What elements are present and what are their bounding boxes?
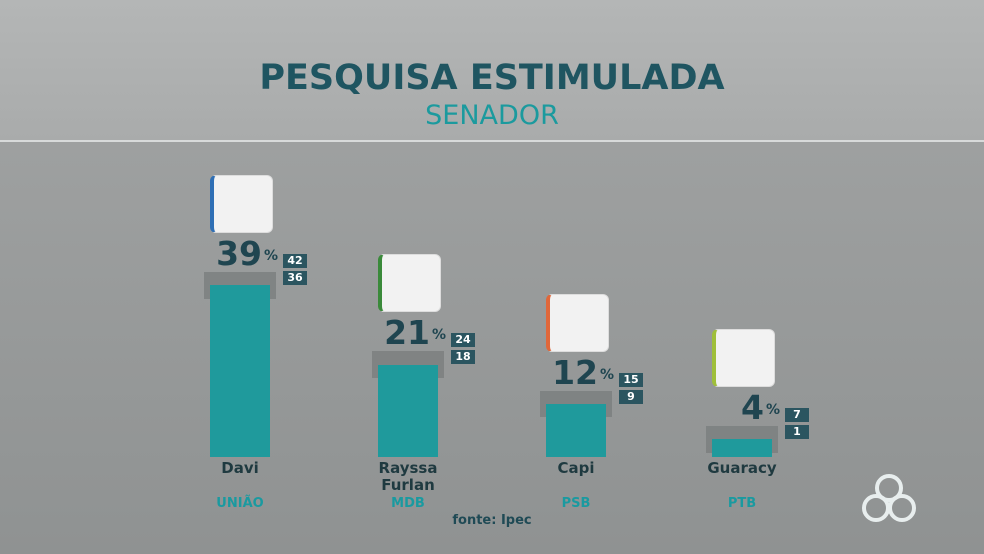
value-label: 21 xyxy=(384,313,430,353)
value-unit: % xyxy=(264,248,279,265)
category-label: Capi xyxy=(557,459,595,477)
candidate-photo xyxy=(712,329,775,388)
upper-label: 42 xyxy=(283,254,307,269)
chart-subtitle: SENADOR xyxy=(425,100,559,131)
upper-label: 24 xyxy=(451,333,475,348)
value-label: 12 xyxy=(552,353,598,392)
value-unit: % xyxy=(766,402,781,419)
category-label: Davi xyxy=(221,459,259,477)
category-label: Guaracy xyxy=(707,459,777,477)
bar xyxy=(546,404,606,457)
logo xyxy=(862,474,916,522)
category-label: Rayssa Furlan xyxy=(378,459,438,494)
upper-label: 7 xyxy=(785,408,809,423)
chart-title: PESQUISA ESTIMULADA xyxy=(259,58,725,98)
party-label: PSB xyxy=(561,496,591,511)
source: fonte: Ipec xyxy=(452,513,532,528)
lower-label: 1 xyxy=(785,425,809,440)
lower-label: 36 xyxy=(283,271,307,286)
value-unit: % xyxy=(600,367,615,383)
upper-label: 15 xyxy=(619,373,643,387)
header xyxy=(0,0,984,142)
lower-label: 18 xyxy=(451,350,475,365)
candidate-photo xyxy=(210,175,273,234)
bar xyxy=(378,364,438,457)
value-unit: % xyxy=(432,327,447,344)
value-label: 39 xyxy=(216,234,262,274)
bar xyxy=(712,439,772,457)
party-label: MDB xyxy=(391,496,425,511)
candidate-photo xyxy=(378,254,441,313)
bar xyxy=(210,285,270,457)
candidate-photo xyxy=(546,294,609,352)
value-label: 4 xyxy=(741,388,764,428)
party-label: UNIÃO xyxy=(216,496,264,511)
lower-label: 9 xyxy=(619,390,643,404)
party-label: PTB xyxy=(727,496,757,511)
